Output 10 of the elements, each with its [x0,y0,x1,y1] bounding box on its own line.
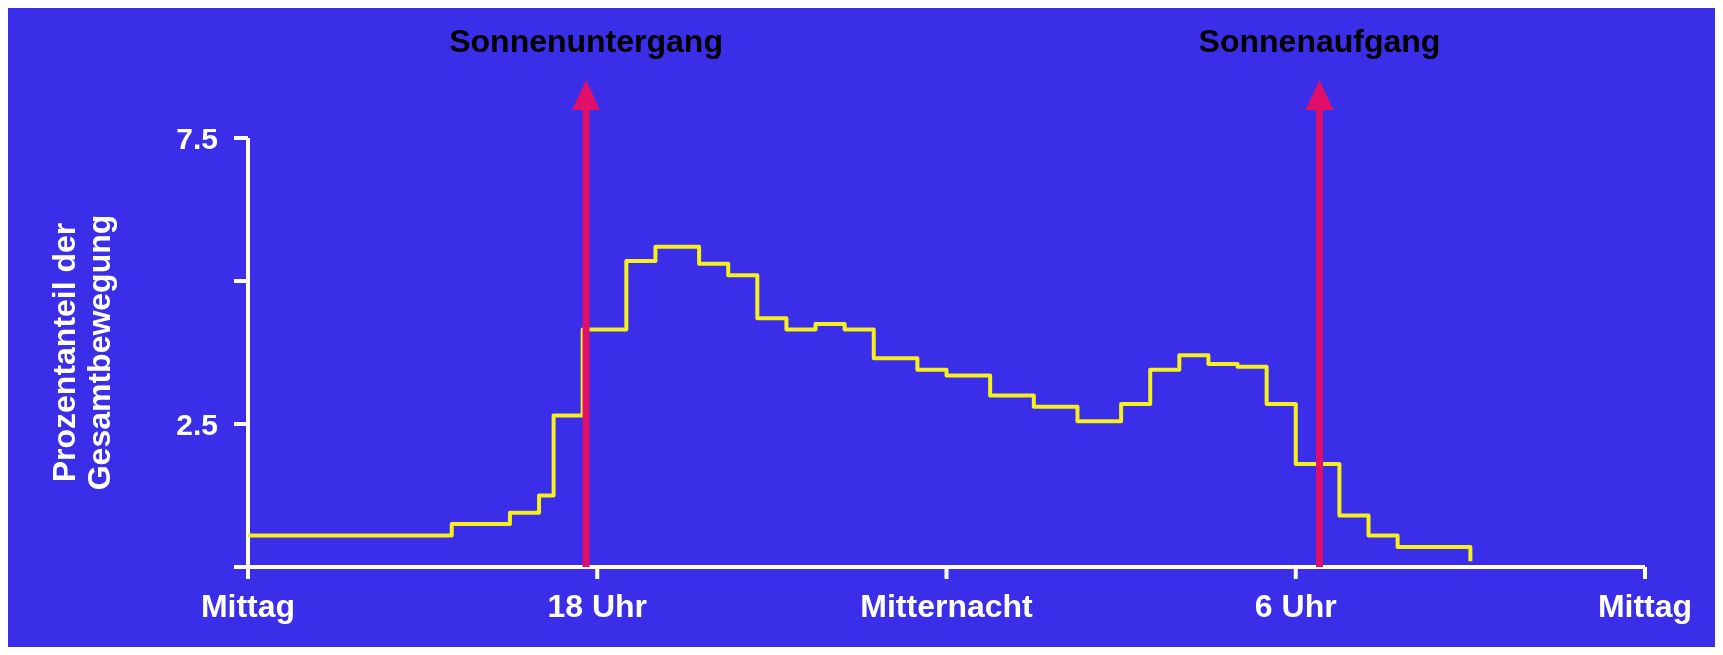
y-tick-label: 7.5 [176,121,218,155]
text: Sonnenuntergang [449,23,723,59]
text: Sonnenaufgang [1198,23,1441,59]
y-tick-label: 2.5 [176,407,218,441]
x-tick-label: Mittag [200,588,296,624]
x-tick-label: 6 Uhr [1254,588,1337,624]
y-axis-title: Prozentanteil der Gesamtbewegung [45,214,117,491]
x-tick-label: Mittag [1597,588,1693,624]
x-tick-label: 18 Uhr [547,588,648,624]
x-tick-label: Mitternacht [860,588,1034,624]
